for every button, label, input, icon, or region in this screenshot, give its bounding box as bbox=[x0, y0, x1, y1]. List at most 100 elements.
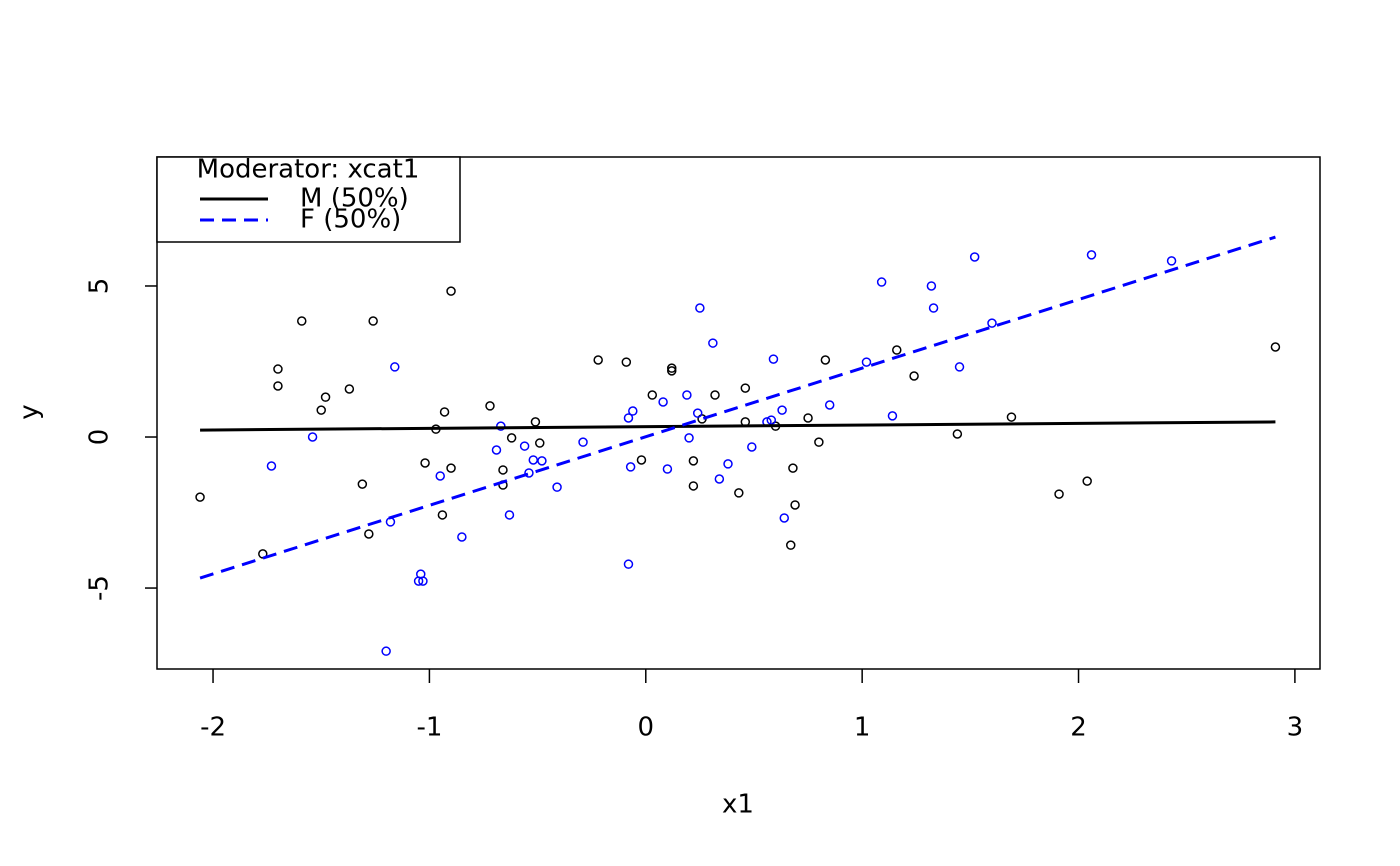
data-point bbox=[710, 390, 720, 400]
data-point bbox=[381, 646, 391, 656]
data-point bbox=[928, 303, 939, 313]
data-point bbox=[621, 357, 632, 367]
fit-line bbox=[200, 420, 1276, 432]
data-point bbox=[714, 474, 725, 484]
data-point bbox=[692, 408, 703, 418]
data-point bbox=[1166, 256, 1177, 266]
data-point bbox=[766, 415, 777, 425]
data-point bbox=[647, 390, 658, 400]
data-point bbox=[684, 433, 694, 443]
data-point bbox=[435, 471, 445, 481]
data-point bbox=[528, 455, 539, 465]
data-point bbox=[195, 492, 205, 502]
legend-title: Moderator: xcat1 bbox=[197, 155, 420, 185]
data-point bbox=[666, 366, 677, 376]
data-point bbox=[777, 405, 787, 415]
data-point bbox=[320, 392, 331, 402]
x-tick-label: 1 bbox=[854, 713, 871, 743]
data-point bbox=[258, 549, 268, 559]
legend-label: M (50%) bbox=[300, 184, 409, 214]
x-axis-label: x1 bbox=[722, 790, 754, 820]
data-point bbox=[824, 400, 835, 410]
data-point bbox=[273, 381, 283, 391]
data-point bbox=[593, 355, 603, 365]
data-point bbox=[506, 433, 517, 443]
x-tick-label: -2 bbox=[200, 713, 226, 743]
data-point bbox=[420, 458, 430, 468]
data-point bbox=[413, 576, 424, 586]
legend-label: F (50%) bbox=[300, 205, 401, 235]
x-tick-label: 0 bbox=[638, 713, 655, 743]
y-tick-label: 0 bbox=[85, 429, 115, 446]
data-point bbox=[537, 456, 547, 466]
data-point bbox=[524, 468, 534, 478]
data-point bbox=[357, 479, 368, 489]
data-point bbox=[1270, 342, 1281, 352]
data-point bbox=[814, 437, 824, 447]
plot-box bbox=[156, 156, 1321, 670]
y-tick-label: 5 bbox=[85, 278, 115, 295]
y-axis-label: y bbox=[15, 404, 45, 419]
x-tick-label: 2 bbox=[1070, 713, 1087, 743]
data-point bbox=[636, 455, 647, 465]
data-point bbox=[747, 442, 757, 452]
data-point bbox=[1006, 412, 1017, 422]
data-point bbox=[1054, 489, 1064, 499]
data-point bbox=[682, 390, 692, 400]
data-point bbox=[491, 445, 502, 455]
data-point bbox=[909, 371, 919, 381]
data-point bbox=[316, 405, 326, 415]
data-point bbox=[790, 500, 800, 510]
data-point bbox=[892, 345, 902, 355]
data-point bbox=[623, 559, 634, 569]
data-point bbox=[734, 488, 744, 498]
data-point bbox=[658, 397, 668, 407]
data-point bbox=[446, 286, 456, 296]
data-point bbox=[768, 354, 779, 364]
data-point bbox=[708, 338, 718, 348]
data-point bbox=[623, 413, 634, 423]
data-point bbox=[530, 417, 541, 427]
data-point bbox=[786, 540, 796, 550]
data-point bbox=[368, 316, 378, 326]
data-point bbox=[662, 464, 673, 474]
data-point bbox=[437, 510, 448, 520]
x-tick-label: 3 bbox=[1287, 713, 1304, 743]
data-point bbox=[861, 357, 872, 367]
data-point bbox=[952, 429, 963, 439]
data-point bbox=[779, 513, 790, 523]
data-point bbox=[364, 529, 374, 539]
data-point bbox=[1082, 476, 1092, 486]
data-point bbox=[390, 362, 400, 372]
x-tick-label: -1 bbox=[416, 713, 442, 743]
data-point bbox=[887, 411, 898, 421]
data-point bbox=[504, 510, 515, 520]
data-point bbox=[954, 362, 965, 372]
data-point bbox=[307, 432, 318, 442]
data-point bbox=[740, 383, 751, 393]
data-point bbox=[519, 441, 530, 451]
data-point bbox=[446, 463, 456, 473]
data-point bbox=[969, 252, 980, 262]
data-point bbox=[666, 363, 677, 373]
data-point bbox=[695, 303, 705, 313]
data-point bbox=[273, 364, 283, 374]
data-point bbox=[926, 281, 937, 291]
data-point bbox=[723, 459, 733, 469]
data-point bbox=[496, 421, 506, 431]
data-point bbox=[688, 456, 699, 466]
data-point bbox=[578, 437, 588, 447]
data-point bbox=[418, 576, 428, 586]
data-point bbox=[625, 462, 636, 472]
data-point bbox=[987, 318, 997, 328]
data-point bbox=[457, 532, 467, 542]
data-point bbox=[788, 463, 798, 473]
data-point bbox=[1086, 250, 1097, 260]
data-point bbox=[803, 413, 813, 423]
data-point bbox=[266, 461, 277, 471]
data-point bbox=[485, 401, 495, 411]
fit-line bbox=[199, 235, 1276, 580]
y-tick-label: -5 bbox=[85, 575, 115, 601]
data-point bbox=[535, 438, 545, 448]
